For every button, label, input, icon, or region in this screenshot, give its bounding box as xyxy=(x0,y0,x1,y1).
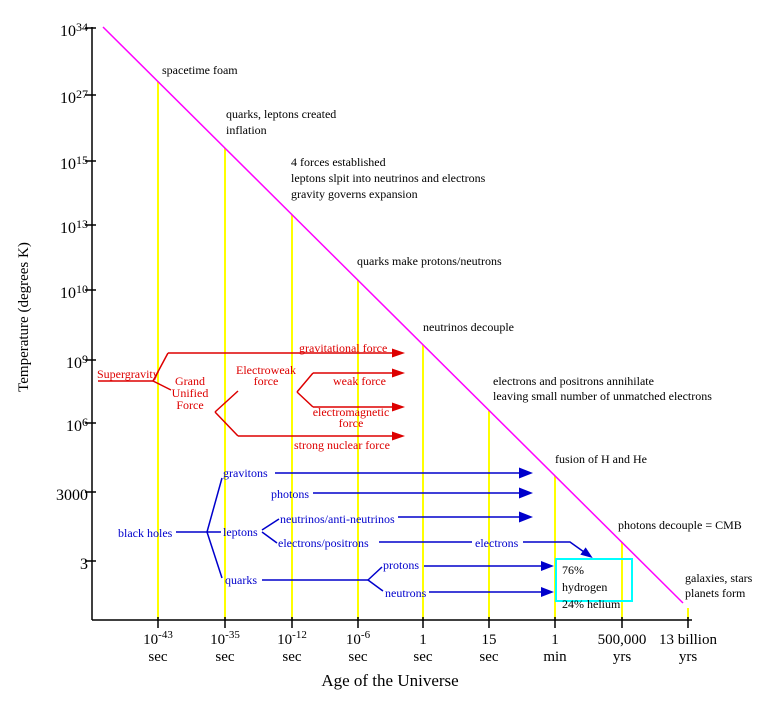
photons-arrowhead-icon xyxy=(519,487,533,499)
y-tick-1e34: 1034 xyxy=(60,20,88,40)
y-tick-1e6: 106 xyxy=(66,415,88,435)
event-quarks-make-protons: quarks make protons/neutrons xyxy=(357,254,502,268)
quarks-fork xyxy=(367,566,384,592)
force-strong-label: strong nuclear force xyxy=(294,438,390,452)
abundance-hydrogen: 76% hydrogen xyxy=(562,563,608,594)
x-tick-1e-12s: 10-12 sec xyxy=(277,629,307,665)
event-quarks-leptons-created: quarks, leptons created inflation xyxy=(226,106,336,138)
event-spacetime-foam: spacetime foam xyxy=(162,63,238,77)
y-axis-title: Temperature (degrees K) xyxy=(16,242,32,392)
y-tick-1e13: 1013 xyxy=(60,217,88,237)
force-electromagnetic-label: electromagnetic force xyxy=(312,405,390,430)
x-tick-1s: 1 sec xyxy=(413,632,433,665)
event-galaxies-form: galaxies, stars planets form xyxy=(685,571,752,601)
x-axis-ticks xyxy=(157,617,689,628)
x-tick-1e-35s: 10-35 sec xyxy=(210,629,240,665)
particle-protons-label: protons xyxy=(383,558,419,572)
x-tick-1e-6s: 10-6 sec xyxy=(345,629,371,665)
electromagnetic-arrowhead-icon xyxy=(392,402,405,412)
electrons-bent-line xyxy=(523,541,585,553)
x-axis-title: Age of the Universe xyxy=(321,671,459,690)
grand-unified-fork xyxy=(214,390,239,437)
particle-electrons-positrons-label: electrons/positrons xyxy=(278,536,369,550)
gravitational-arrowhead-icon xyxy=(392,348,405,358)
x-tick-13billionyrs: 13 billion yrs xyxy=(659,632,717,665)
y-tick-1e10: 1010 xyxy=(60,282,88,302)
y-axis-ticks xyxy=(85,27,96,562)
electroweak-fork xyxy=(296,372,314,408)
force-electroweak-label: Electroweak force xyxy=(231,363,301,388)
force-grand-unified-label: Grand Unified Force xyxy=(166,375,214,411)
event-line: electrons and positrons annihilate xyxy=(493,374,654,388)
leptons-fork xyxy=(261,518,280,544)
event-four-forces: 4 forces established leptons slpit into … xyxy=(291,154,485,202)
event-line: quarks, leptons created xyxy=(226,107,337,121)
force-arrowheads xyxy=(392,348,405,441)
force-line: Electroweak xyxy=(236,363,296,377)
event-line: galaxies, stars xyxy=(685,571,753,585)
x-tick-15s: 15 sec xyxy=(479,632,499,665)
expansion-temperature-line xyxy=(102,26,684,604)
x-tick-1min: 1 min xyxy=(543,632,567,665)
force-line: Unified xyxy=(171,386,209,400)
force-line: Grand xyxy=(175,374,205,388)
x-tick-500000yrs: 500,000 yrs xyxy=(597,632,647,665)
event-neutrinos-decouple: neutrinos decouple xyxy=(423,320,514,334)
event-line: planets form xyxy=(685,586,746,600)
neutrons-arrowhead-icon xyxy=(541,587,554,597)
y-tick-3: 3 xyxy=(80,556,88,573)
force-weak-label: weak force xyxy=(333,374,386,388)
abundance-box: 76% hydrogen 24% helium xyxy=(555,558,633,611)
y-tick-3000: 3000 xyxy=(56,487,88,504)
event-line: inflation xyxy=(226,123,267,137)
x-tick-1e-43s: 10-43 sec xyxy=(143,629,173,665)
y-tick-1e27: 1027 xyxy=(60,87,88,107)
event-line: leptons slpit into neutrinos and electro… xyxy=(291,171,486,185)
y-tick-1e15: 1015 xyxy=(60,153,88,173)
particle-leptons-label: leptons xyxy=(223,525,258,539)
force-gravitational-label: gravitational force xyxy=(299,341,388,355)
black-holes-fork xyxy=(206,477,223,579)
force-line: force xyxy=(338,416,364,430)
protons-arrowhead-icon xyxy=(541,561,554,571)
axes xyxy=(85,27,692,628)
gravitons-arrowhead-icon xyxy=(519,467,533,479)
event-photons-decouple-cmb: photons decouple = CMB xyxy=(618,518,742,532)
force-line: Force xyxy=(176,398,204,412)
strong-arrowhead-icon xyxy=(392,431,405,441)
particle-gravitons-label: gravitons xyxy=(223,466,268,480)
particle-neutrinos-label: neutrinos/anti-neutrinos xyxy=(280,512,395,526)
particle-black-holes-label: black holes xyxy=(118,526,173,540)
force-tree-lines xyxy=(98,352,392,437)
abundance-helium: 24% helium xyxy=(562,597,621,611)
y-tick-1e9: 109 xyxy=(66,352,88,372)
epoch-gridlines xyxy=(157,82,689,619)
event-line: leaving small number of unmatched electr… xyxy=(493,389,712,403)
particle-arrowheads xyxy=(519,467,593,597)
event-annihilation: electrons and positrons annihilate leavi… xyxy=(493,374,712,404)
electrons-arrowhead-icon xyxy=(580,547,593,559)
event-line: gravity governs expansion xyxy=(291,187,418,201)
force-supergravity-label: Supergravity xyxy=(97,367,159,381)
particle-electrons-label: electrons xyxy=(475,536,519,550)
weak-arrowhead-icon xyxy=(392,368,405,378)
particle-photons-label: photons xyxy=(271,487,310,501)
event-fusion: fusion of H and He xyxy=(555,452,647,466)
particle-neutrons-label: neutrons xyxy=(385,586,427,600)
force-line: electromagnetic xyxy=(312,405,390,419)
force-line: force xyxy=(253,374,279,388)
supergravity-fork xyxy=(152,352,172,391)
neutrinos-arrowhead-icon xyxy=(519,511,533,523)
particle-quarks-label: quarks xyxy=(225,573,257,587)
event-line: 4 forces established xyxy=(291,155,386,169)
particle-tree-lines xyxy=(176,472,585,593)
